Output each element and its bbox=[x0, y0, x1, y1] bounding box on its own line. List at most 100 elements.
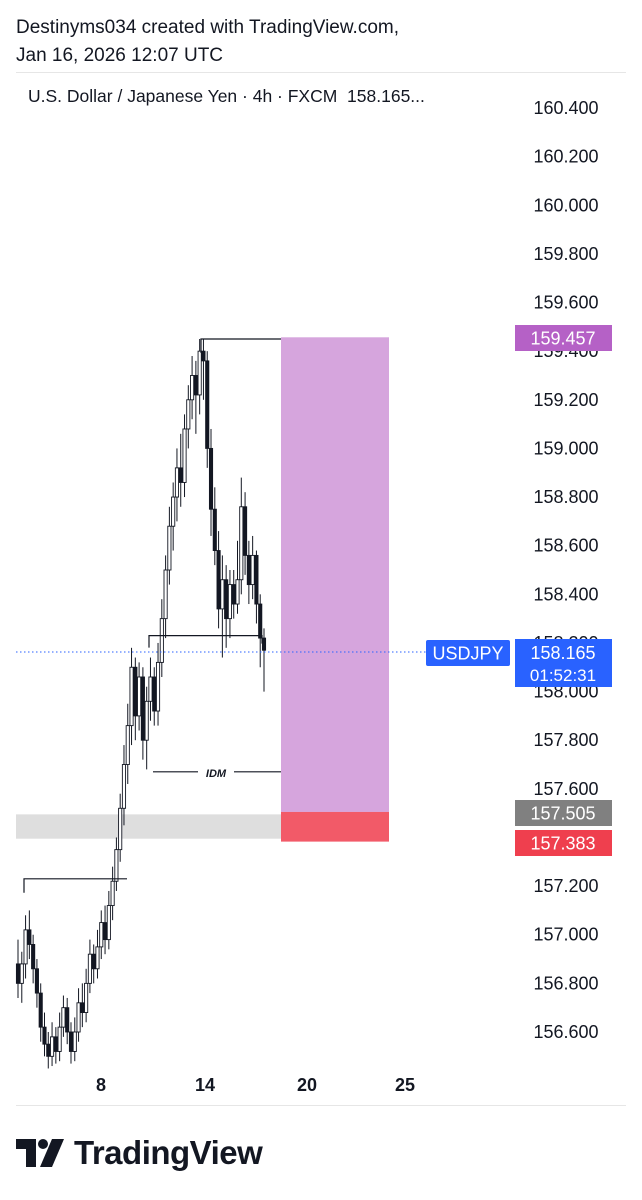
tradingview-wordmark: TradingView bbox=[74, 1134, 263, 1171]
candle bbox=[152, 667, 157, 726]
candle bbox=[231, 570, 236, 619]
candle bbox=[227, 570, 232, 639]
bear-candle-body bbox=[231, 584, 236, 605]
target-price-label-bg bbox=[515, 325, 612, 351]
entry-price-label: 157.505 bbox=[515, 800, 612, 826]
symbol-tag-text: USDJPY bbox=[432, 644, 503, 664]
idm-label: IDM bbox=[206, 768, 227, 780]
bull-candle-body bbox=[197, 350, 202, 396]
bull-candle-body bbox=[106, 905, 111, 941]
bear-candle-body bbox=[15, 963, 21, 984]
bear-candle-body bbox=[205, 360, 210, 449]
candle bbox=[250, 535, 255, 600]
bear-candle-body bbox=[140, 676, 145, 741]
candle bbox=[212, 487, 217, 566]
candle bbox=[182, 414, 187, 498]
candle bbox=[193, 360, 198, 434]
credit-line-author: Destinyms034 created with TradingView.co… bbox=[16, 17, 399, 38]
bear-candle-body bbox=[91, 953, 96, 970]
stop-price-label: 157.383 bbox=[515, 830, 612, 856]
candle bbox=[224, 565, 229, 648]
y-axis: 156.600156.800157.000157.200157.400157.6… bbox=[533, 98, 598, 1042]
candle bbox=[258, 594, 263, 668]
current-price-label: 158.165 01:52:31 bbox=[515, 639, 612, 687]
bear-candle-body bbox=[133, 666, 138, 717]
bull-candle-body bbox=[114, 849, 119, 882]
y-tick-label: 158.800 bbox=[533, 487, 598, 507]
candle bbox=[27, 910, 32, 960]
y-tick-label: 157.200 bbox=[533, 876, 598, 896]
tradingview-mark-icon bbox=[16, 1139, 64, 1167]
bear-candle-body bbox=[42, 1026, 47, 1045]
bull-candle-body bbox=[23, 929, 28, 965]
candle bbox=[53, 1027, 58, 1064]
candles bbox=[15, 339, 267, 1069]
bull-candle-body bbox=[61, 1007, 66, 1028]
y-tick-label: 159.200 bbox=[533, 390, 598, 410]
bull-candle-body bbox=[50, 1036, 55, 1057]
candle bbox=[129, 647, 134, 746]
candle bbox=[208, 428, 214, 536]
bear-candle-body bbox=[152, 676, 157, 712]
x-tick-label: 8 bbox=[96, 1075, 106, 1095]
credit-line-date: Jan 16, 2026 12:07 UTC bbox=[16, 45, 224, 66]
bull-candle-body bbox=[110, 880, 115, 907]
candle bbox=[140, 667, 145, 760]
candle bbox=[15, 939, 21, 998]
candle bbox=[42, 1012, 47, 1057]
y-tick-label: 159.800 bbox=[533, 244, 598, 264]
candle bbox=[197, 339, 202, 415]
bull-candle-body bbox=[182, 428, 187, 483]
bull-candle-body bbox=[239, 506, 244, 581]
bear-candle-body bbox=[193, 375, 198, 396]
candle bbox=[110, 866, 115, 921]
bull-candle-body bbox=[159, 618, 164, 663]
bull-candle-body bbox=[148, 676, 153, 702]
bull-candle-body bbox=[250, 554, 255, 586]
bull-candle-body bbox=[167, 525, 172, 571]
target-price-label-text: 159.457 bbox=[530, 329, 595, 349]
profit-zone bbox=[281, 337, 389, 812]
y-tick-label: 157.800 bbox=[533, 730, 598, 750]
bull-candle-body bbox=[163, 569, 168, 620]
candle bbox=[261, 628, 267, 692]
bear-candle-body bbox=[216, 550, 221, 610]
symbol-name: U.S. Dollar / Japanese Yen · 4h · FXCM bbox=[28, 86, 338, 106]
candle bbox=[65, 997, 70, 1045]
symbol-price: 158.165... bbox=[347, 86, 425, 106]
candle bbox=[68, 1022, 74, 1064]
candle bbox=[133, 657, 138, 741]
target-price-label: 159.457 bbox=[515, 325, 612, 351]
bear-candle-body bbox=[208, 447, 214, 510]
stop-price-label-text: 157.383 bbox=[530, 834, 595, 854]
bull-candle-body bbox=[144, 700, 149, 741]
candle bbox=[137, 662, 142, 731]
candle bbox=[46, 1032, 51, 1069]
candle bbox=[61, 995, 66, 1037]
symbol-legend: U.S. Dollar / Japanese Yen · 4h · FXCM 1… bbox=[28, 86, 425, 107]
symbol-tag: USDJPY bbox=[426, 640, 510, 666]
bear-candle-body bbox=[261, 637, 267, 651]
bear-candle-body bbox=[178, 467, 183, 483]
y-tick-label: 159.000 bbox=[533, 438, 598, 458]
bear-candle-body bbox=[212, 508, 217, 551]
bull-candle-body bbox=[19, 963, 24, 984]
candle bbox=[144, 686, 149, 770]
bull-candle-body bbox=[95, 946, 100, 970]
candle bbox=[102, 905, 108, 955]
current-price-value: 158.165 bbox=[530, 643, 595, 663]
candle bbox=[19, 951, 24, 1003]
x-axis: 8 14 20 25 bbox=[96, 1075, 415, 1095]
candle bbox=[243, 492, 248, 575]
chart-frame bbox=[16, 72, 626, 1106]
candle bbox=[235, 540, 240, 614]
candle bbox=[220, 555, 225, 658]
y-tick-label: 159.600 bbox=[533, 293, 598, 313]
candle bbox=[239, 477, 244, 595]
candle bbox=[159, 599, 164, 677]
bull-candle-body bbox=[174, 467, 180, 498]
chart-credit: Destinyms034 created with TradingView.co… bbox=[16, 14, 399, 70]
candle bbox=[121, 745, 127, 826]
candle bbox=[99, 910, 104, 960]
